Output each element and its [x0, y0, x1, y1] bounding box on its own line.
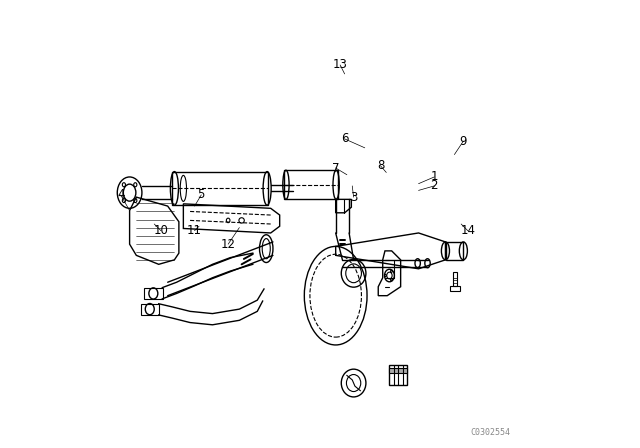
Text: 14: 14: [460, 224, 476, 237]
Text: 11: 11: [187, 224, 202, 237]
Text: 7: 7: [332, 161, 339, 175]
Text: 12: 12: [221, 237, 236, 251]
Text: 8: 8: [377, 159, 384, 172]
Text: 9: 9: [460, 134, 467, 148]
Bar: [145, 288, 163, 299]
Text: 1: 1: [431, 170, 438, 184]
Text: 6: 6: [341, 132, 348, 146]
Bar: [141, 304, 159, 315]
Bar: [389, 365, 408, 385]
Text: 10: 10: [154, 224, 168, 237]
Text: 13: 13: [333, 58, 348, 72]
Bar: [452, 272, 457, 286]
Bar: [172, 172, 269, 205]
Bar: [450, 286, 460, 291]
Bar: [389, 368, 408, 373]
Text: 5: 5: [198, 188, 205, 202]
Text: 3: 3: [350, 190, 357, 204]
Text: C0302554: C0302554: [470, 428, 510, 437]
Text: 4: 4: [117, 188, 124, 202]
Bar: [284, 170, 338, 199]
Text: 2: 2: [431, 179, 438, 193]
Bar: [446, 242, 463, 260]
Ellipse shape: [415, 259, 420, 268]
